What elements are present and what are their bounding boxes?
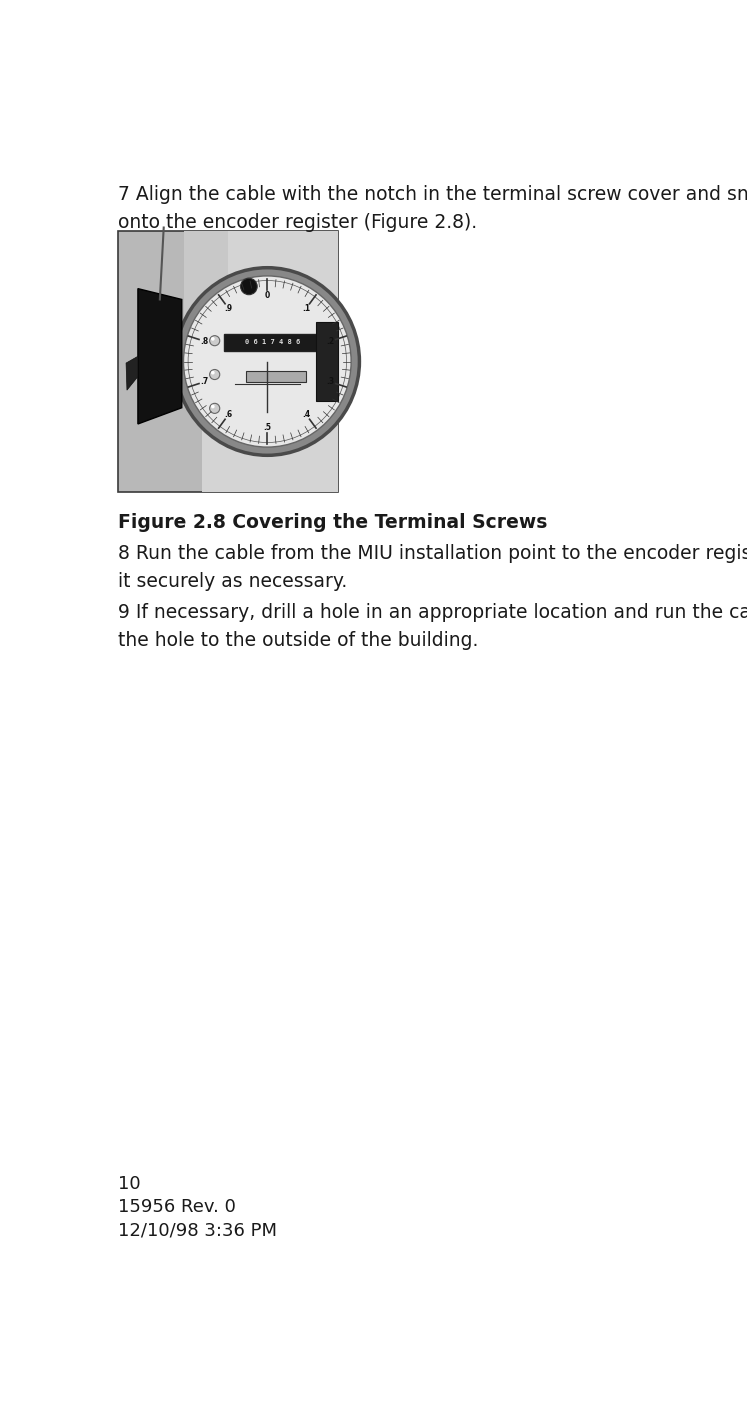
Text: .2: .2 [326,336,335,346]
Polygon shape [138,289,182,423]
Circle shape [210,335,220,346]
FancyBboxPatch shape [247,370,306,381]
Text: Figure 2.8 Covering the Terminal Screws: Figure 2.8 Covering the Terminal Screws [118,513,548,533]
Text: it securely as necessary.: it securely as necessary. [118,572,347,592]
Circle shape [211,372,214,374]
FancyBboxPatch shape [118,231,338,492]
Text: .6: .6 [224,411,232,419]
FancyBboxPatch shape [224,334,320,350]
Text: .7: .7 [200,377,208,387]
Text: .8: .8 [200,336,208,346]
Text: .4: .4 [303,411,310,419]
Polygon shape [126,356,138,390]
Text: .1: .1 [303,304,310,313]
Text: .5: .5 [263,423,271,432]
Circle shape [211,336,214,341]
FancyBboxPatch shape [315,322,338,401]
Text: 0: 0 [264,292,270,300]
Text: 10: 10 [118,1175,140,1193]
Text: onto the encoder register (Figure 2.8).: onto the encoder register (Figure 2.8). [118,213,477,233]
Text: 12/10/98 3:36 PM: 12/10/98 3:36 PM [118,1221,277,1239]
Ellipse shape [176,268,359,456]
Circle shape [241,278,257,294]
Text: 0 6 1 7 4 8 6: 0 6 1 7 4 8 6 [244,339,300,345]
FancyBboxPatch shape [202,231,338,492]
FancyBboxPatch shape [184,231,228,349]
Text: .9: .9 [224,304,232,313]
Text: 15956 Rev. 0: 15956 Rev. 0 [118,1199,236,1217]
Circle shape [210,404,220,414]
Text: the hole to the outside of the building.: the hole to the outside of the building. [118,631,479,651]
Text: 8 Run the cable from the MIU installation point to the encoder register, fasteni: 8 Run the cable from the MIU installatio… [118,544,747,564]
Circle shape [210,370,220,380]
Text: 9 If necessary, drill a hole in an appropriate location and run the cable throug: 9 If necessary, drill a hole in an appro… [118,603,747,622]
Circle shape [211,405,214,408]
Ellipse shape [184,276,351,447]
Text: 7 Align the cable with the notch in the terminal screw cover and snap the cover: 7 Align the cable with the notch in the … [118,185,747,205]
Text: .3: .3 [326,377,335,387]
